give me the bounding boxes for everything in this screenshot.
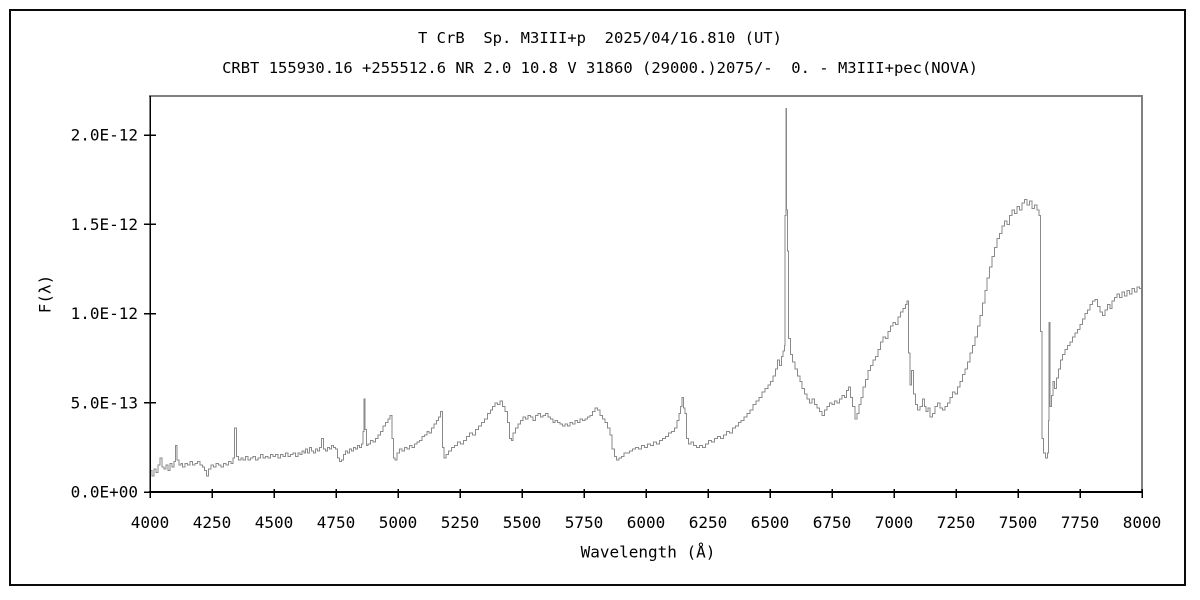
x-tick-label: 7500 xyxy=(999,513,1038,532)
x-tick-label: 4000 xyxy=(131,513,170,532)
y-tick-label: 5.0E-13 xyxy=(71,393,138,412)
x-tick-label: 6000 xyxy=(627,513,666,532)
y-tick-label: 1.5E-12 xyxy=(71,215,138,234)
x-tick-label: 5250 xyxy=(441,513,480,532)
chart-subtitle: CRBT 155930.16 +255512.6 NR 2.0 10.8 V 3… xyxy=(222,59,978,77)
y-axis-title: F(λ) xyxy=(35,274,55,314)
x-tick-label: 8000 xyxy=(1123,513,1162,532)
y-tick-label: 1.0E-12 xyxy=(71,304,138,323)
x-tick-label: 5500 xyxy=(503,513,542,532)
x-axis-title: Wavelength (Å) xyxy=(580,542,716,562)
x-tick-label: 7250 xyxy=(937,513,976,532)
x-tick-label: 4750 xyxy=(317,513,356,532)
x-tick-label: 5750 xyxy=(565,513,604,532)
x-tick-label: 6500 xyxy=(751,513,790,532)
x-tick-label: 4500 xyxy=(255,513,294,532)
x-tick-label: 6750 xyxy=(813,513,852,532)
spectrum-line xyxy=(150,108,1143,477)
x-tick-label: 4250 xyxy=(193,513,232,532)
x-tick-label: 7000 xyxy=(875,513,914,532)
chart-title: T CrB Sp. M3III+p 2025/04/16.810 (UT) xyxy=(418,29,782,47)
x-tick-label: 7750 xyxy=(1061,513,1100,532)
y-tick-label: 0.0E+00 xyxy=(71,483,138,502)
x-tick-label: 6250 xyxy=(689,513,728,532)
y-tick-label: 2.0E-12 xyxy=(71,126,138,145)
x-tick-label: 5000 xyxy=(379,513,418,532)
